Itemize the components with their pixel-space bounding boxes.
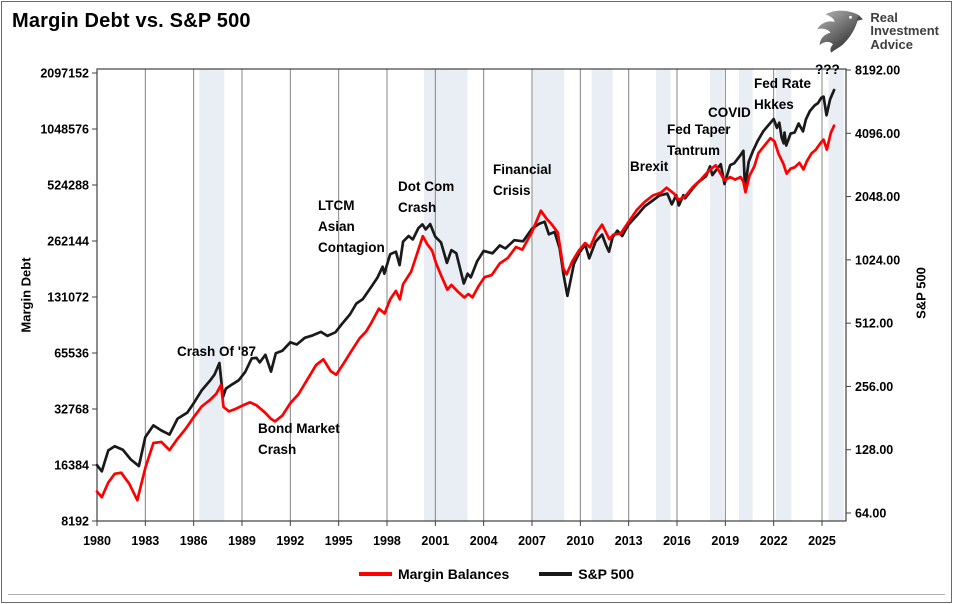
- right-axis-title: S&P 500: [913, 267, 929, 319]
- legend-label-sp500: S&P 500: [578, 566, 635, 582]
- logo-line: Real: [870, 9, 898, 25]
- right-axis-tick-label: 64.00: [855, 507, 886, 521]
- recession-band: [710, 69, 724, 521]
- x-axis-tick-label: 1986: [180, 534, 208, 548]
- eagle-icon: [817, 10, 864, 53]
- left-axis-tick-label: 1048576: [40, 123, 89, 137]
- left-axis-tick-label: 2097152: [40, 67, 89, 81]
- x-axis-tick-label: 2022: [760, 534, 788, 548]
- left-axis-tick-label: 32768: [54, 403, 89, 417]
- right-axis-tick-label: 2048.00: [855, 190, 900, 204]
- right-axis-tick-label: 8192.00: [855, 64, 900, 78]
- legend: Margin Balances S&P 500: [2, 566, 951, 582]
- x-axis-tick-label: 1980: [83, 534, 111, 548]
- left-axis-tick-label: 8192: [61, 515, 89, 529]
- plot-frame: [96, 68, 847, 522]
- recession-band: [739, 69, 753, 521]
- x-axis-tick-label: 2001: [421, 534, 449, 548]
- recession-band: [656, 69, 671, 521]
- ria-logo: Real Investment Advice: [813, 8, 939, 54]
- right-axis-tick-label: 256.00: [855, 380, 893, 394]
- right-axis-tick-label: 128.00: [855, 443, 893, 457]
- recession-band: [828, 69, 844, 521]
- legend-item-sp500: S&P 500: [539, 566, 634, 582]
- margin-balances-line: [95, 124, 836, 502]
- right-axis-tick-label: 1024.00: [855, 253, 900, 267]
- left-axis-tick-label: 65536: [54, 347, 89, 361]
- x-axis-tick-label: 2010: [566, 534, 594, 548]
- ria-logo-text: Real Investment Advice: [870, 11, 939, 52]
- left-axis-tick-label: 524288: [47, 179, 89, 193]
- x-axis-tick-label: 1989: [228, 534, 256, 548]
- page-title: Margin Debt vs. S&P 500: [12, 10, 251, 32]
- logo-line: Advice: [870, 36, 913, 52]
- left-axis-tick-label: 131072: [47, 291, 89, 305]
- right-axis-tick-label: 512.00: [855, 317, 893, 331]
- left-axis-tick-label: 16384: [54, 459, 89, 473]
- x-axis-tick-label: 2013: [615, 534, 643, 548]
- recession-band: [776, 69, 792, 521]
- x-axis-tick-label: 2016: [663, 534, 691, 548]
- left-axis-tick-label: 262144: [47, 235, 89, 249]
- left-axis-title: Margin Debt: [18, 257, 34, 333]
- x-axis-tick-label: 2004: [470, 534, 498, 548]
- logo-line: Investment: [870, 23, 939, 39]
- legend-label-margin-balances: Margin Balances: [397, 566, 510, 582]
- x-axis-tick-label: 2025: [808, 534, 836, 548]
- x-axis-tick-label: 1995: [325, 534, 353, 548]
- x-axis-tick-label: 1992: [276, 534, 304, 548]
- bottom-divider: [8, 594, 945, 595]
- sp500-line: [95, 88, 836, 473]
- x-axis-tick-label: 2007: [518, 534, 546, 548]
- x-axis-tick-label: 1983: [131, 534, 159, 548]
- x-axis-tick-label: 1998: [373, 534, 401, 548]
- legend-swatch-sp500: [539, 572, 573, 576]
- legend-item-margin-balances: Margin Balances: [358, 566, 510, 582]
- x-axis-tick-label: 2019: [711, 534, 739, 548]
- recession-band: [532, 69, 565, 521]
- legend-swatch-margin-balances: [358, 572, 392, 576]
- recession-band: [591, 69, 613, 521]
- right-axis-tick-label: 4096.00: [855, 127, 900, 141]
- recession-band: [199, 69, 225, 521]
